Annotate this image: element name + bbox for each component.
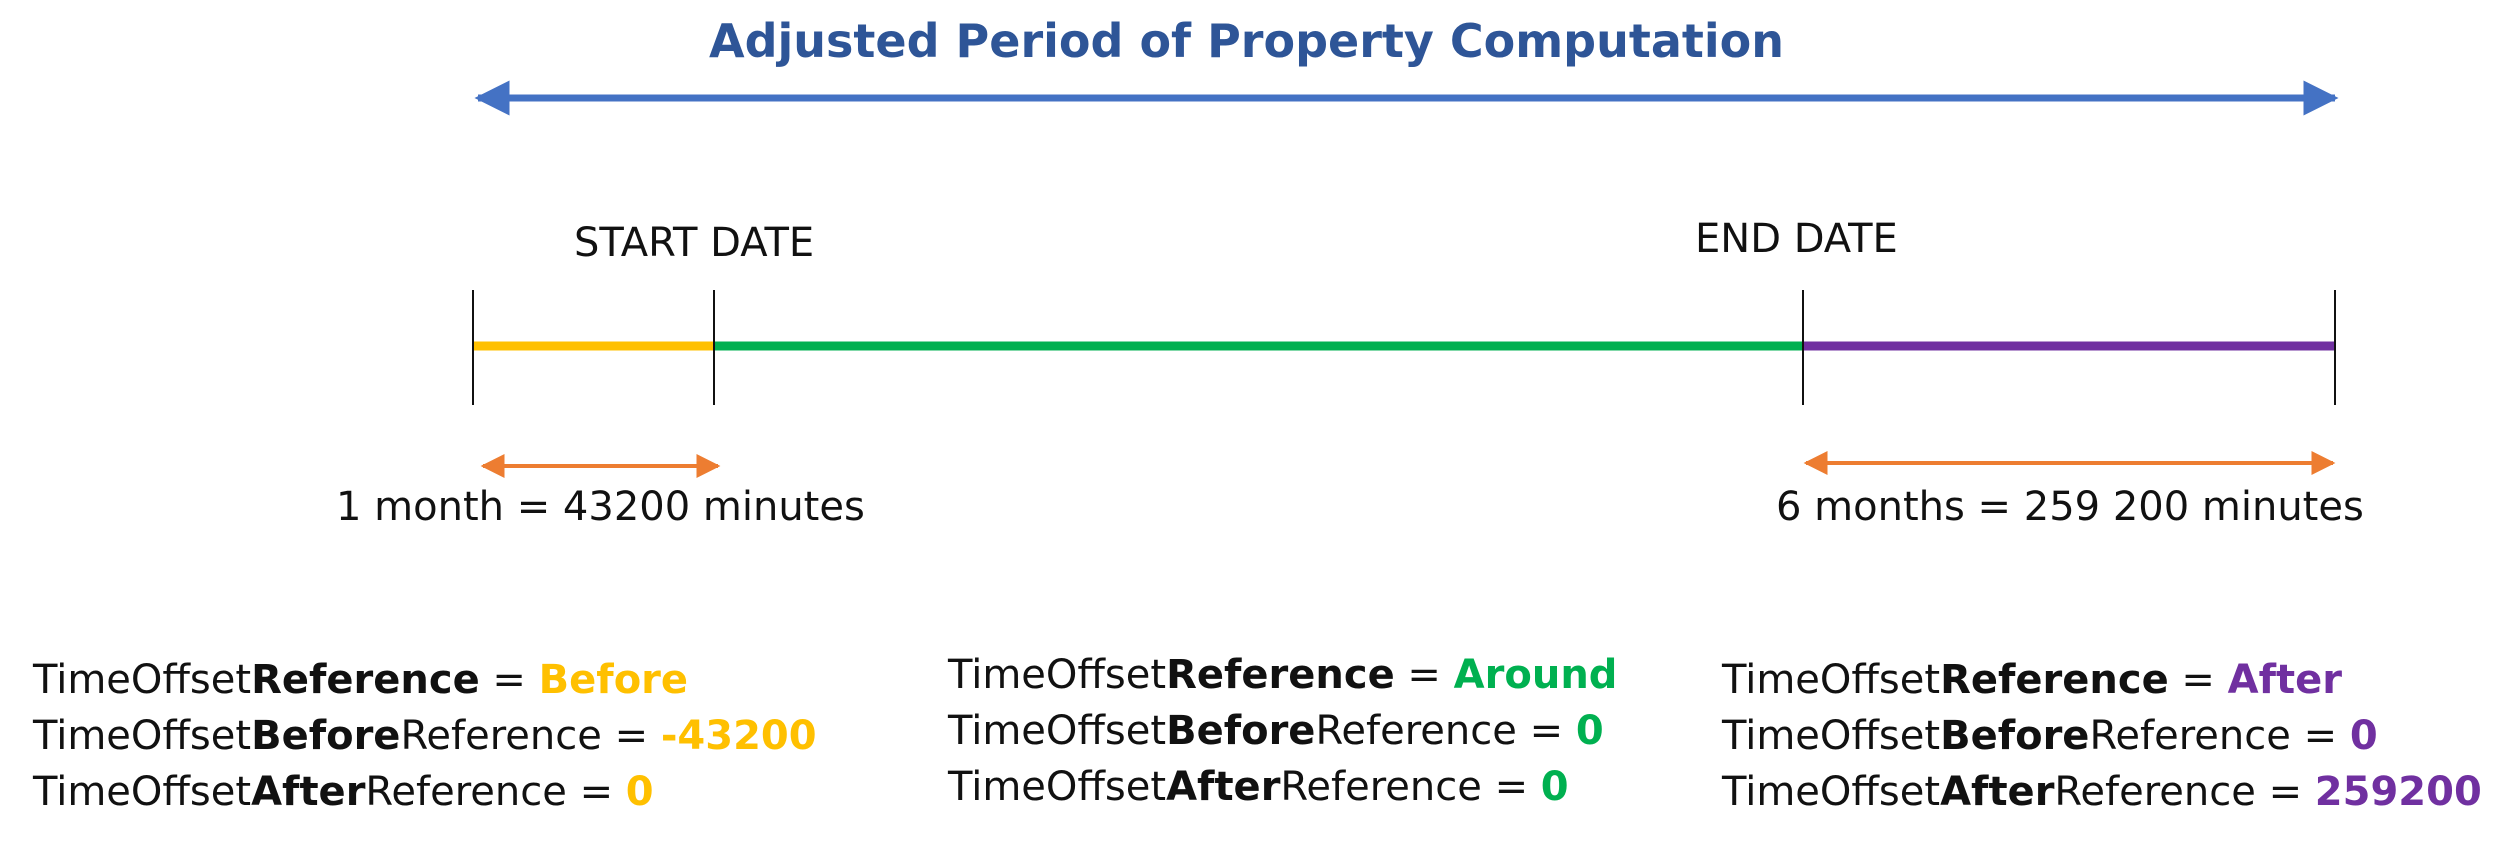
before-reference-value: 0 bbox=[1575, 708, 1604, 754]
after-duration-label: 6 months = 259 200 minutes bbox=[1776, 484, 2364, 530]
reference-value: After bbox=[2227, 657, 2343, 703]
after-offset-block: TimeOffsetReference = After TimeOffsetBe… bbox=[1722, 652, 2482, 820]
diagram-title: Adjusted Period of Property Computation bbox=[708, 14, 1784, 68]
after-reference-value: 0 bbox=[625, 769, 654, 815]
before-reference-value: 0 bbox=[2349, 713, 2378, 759]
after-reference-line: TimeOffsetAfterReference = 259200 bbox=[1722, 769, 2482, 815]
reference-line: TimeOffsetReference = After bbox=[1722, 657, 2343, 703]
reference-value: Before bbox=[538, 657, 689, 703]
after-reference-line: TimeOffsetAfterReference = 0 bbox=[948, 764, 1569, 810]
after-reference-line: TimeOffsetAfterReference = 0 bbox=[33, 769, 654, 815]
before-duration-label: 1 month = 43200 minutes bbox=[336, 484, 865, 530]
before-reference-value: -43200 bbox=[660, 713, 817, 759]
before-reference-line: TimeOffsetBeforeReference = 0 bbox=[948, 708, 1604, 754]
around-offset-block: TimeOffsetReference = Around TimeOffsetB… bbox=[948, 647, 1617, 815]
reference-value: Around bbox=[1453, 652, 1618, 698]
after-reference-value: 0 bbox=[1540, 764, 1569, 810]
end-date-label: END DATE bbox=[1695, 216, 1898, 262]
before-offset-block: TimeOffsetReference = Before TimeOffsetB… bbox=[33, 652, 817, 820]
reference-line: TimeOffsetReference = Before bbox=[33, 657, 689, 703]
before-reference-line: TimeOffsetBeforeReference = -43200 bbox=[33, 713, 817, 759]
after-reference-value: 259200 bbox=[2314, 769, 2482, 815]
reference-line: TimeOffsetReference = Around bbox=[948, 652, 1618, 698]
start-date-label: START DATE bbox=[574, 220, 815, 266]
before-reference-line: TimeOffsetBeforeReference = 0 bbox=[1722, 713, 2378, 759]
